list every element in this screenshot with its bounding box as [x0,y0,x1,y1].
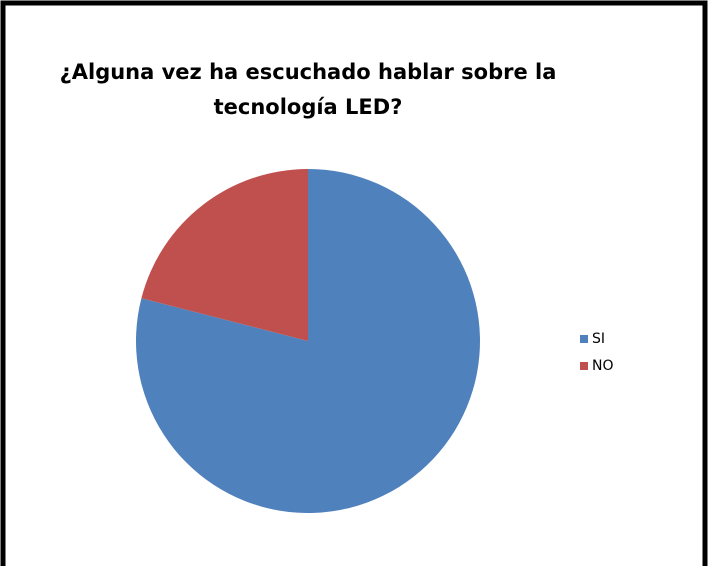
legend-swatch [580,335,588,343]
legend-swatch [580,362,588,370]
chart-title: tecnología LED? [214,95,403,119]
legend-label: SI [592,331,605,347]
pie-slice [141,169,308,341]
chart-title: ¿Alguna vez ha escuchado hablar sobre la [60,60,557,84]
legend-label: NO [592,358,614,374]
